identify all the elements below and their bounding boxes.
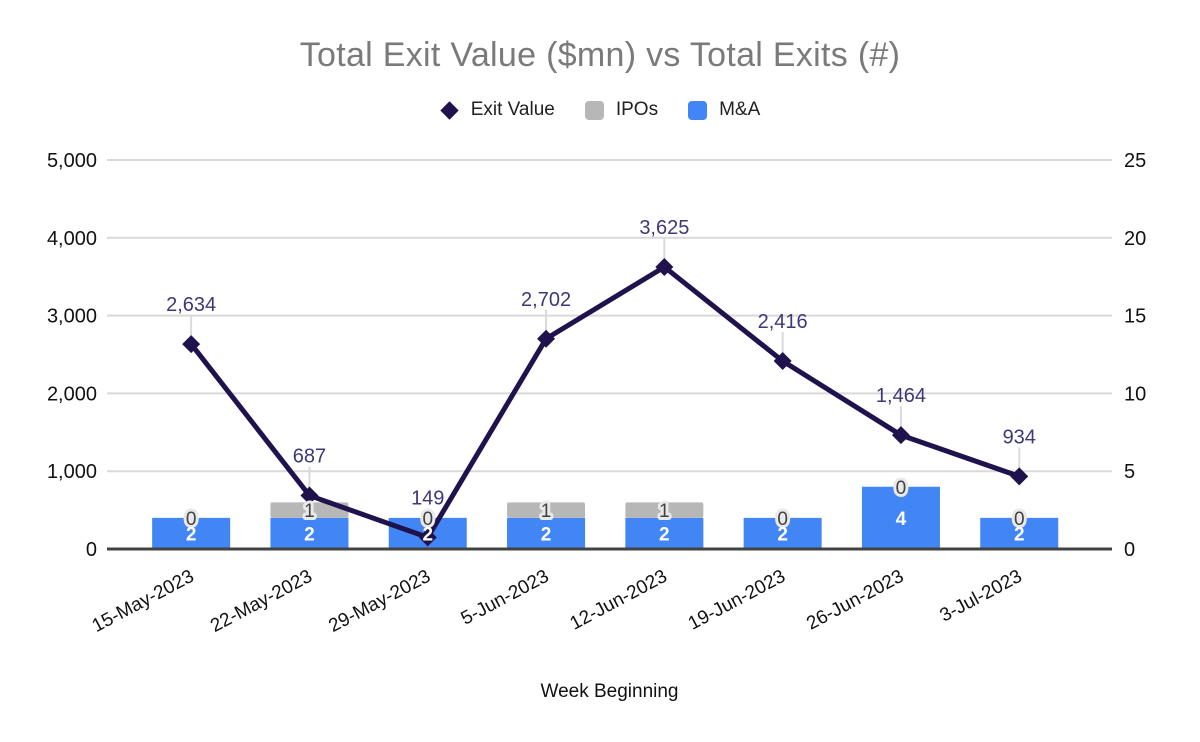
y-tick-label-right: 0: [1124, 539, 1135, 561]
y-tick-label-left: 5,000: [47, 150, 97, 172]
ipos-bar-label: 1: [541, 501, 552, 522]
exit-value-line: [189, 264, 1021, 540]
mna-bar-label: 2: [304, 524, 315, 545]
legend: Exit Value IPOs M&A: [0, 99, 1200, 121]
mna-bar-label: 2: [659, 524, 670, 545]
exit-value-data-label: 934: [1003, 426, 1036, 448]
y-tick-label-left: 0: [86, 539, 97, 561]
bar-mna-22-May-2023[interactable]: [270, 517, 349, 549]
y-tick-label-left: 1,000: [47, 461, 97, 483]
y-tick-label-right: 20: [1124, 228, 1146, 250]
legend-item-mna[interactable]: M&A: [688, 99, 760, 121]
y-tick-label-left: 2,000: [47, 383, 97, 405]
ipos-bar-label: 0: [896, 478, 907, 499]
x-tick-label: 3-Jul-2023: [936, 566, 1025, 627]
point-marker[interactable]: [773, 352, 792, 371]
bar-ipos-12-Jun-2023[interactable]: [625, 502, 704, 518]
x-axis-title: Week Beginning: [540, 681, 678, 702]
y-tick-label-right: 25: [1124, 150, 1146, 172]
exit-value-data-label: 3,625: [639, 217, 689, 239]
mna-bar-label: 2: [1014, 524, 1025, 545]
mna-bar-label: 2: [541, 524, 552, 545]
point-marker[interactable]: [182, 335, 201, 354]
x-tick-label: 22-May-2023: [207, 566, 316, 637]
mna-bar-label: 2: [186, 524, 197, 545]
y-tick-label-right: 15: [1124, 306, 1146, 328]
point-marker[interactable]: [537, 329, 556, 348]
exit-value-data-label: 687: [293, 446, 326, 468]
bar-ipos-5-Jun-2023[interactable]: [507, 502, 586, 518]
ipos-bar-label: 1: [659, 501, 670, 522]
bar-mna-19-Jun-2023[interactable]: [743, 517, 822, 549]
y-tick-label-left: 3,000: [47, 306, 97, 328]
ipos-bar-label: 0: [777, 509, 788, 530]
point-marker[interactable]: [1010, 467, 1029, 486]
legend-item-exit-value[interactable]: Exit Value: [440, 99, 555, 121]
x-tick-label: 5-Jun-2023: [458, 566, 553, 630]
y-tick-label-right: 10: [1124, 383, 1146, 405]
bar-mna-15-May-2023[interactable]: [152, 517, 231, 549]
bar-mna-12-Jun-2023[interactable]: [625, 517, 704, 549]
legend-label-exit-value: Exit Value: [470, 99, 555, 120]
bar-mna-26-Jun-2023[interactable]: [861, 486, 940, 549]
point-marker[interactable]: [891, 426, 910, 445]
legend-item-ipos[interactable]: IPOs: [584, 99, 659, 121]
exit-value-data-label: 2,702: [521, 289, 571, 311]
ipos-bar-label: 0: [1014, 509, 1025, 530]
bar-mna-5-Jun-2023[interactable]: [507, 517, 586, 549]
y-tick-label-right: 5: [1124, 461, 1135, 483]
legend-label-ipos: IPOs: [615, 99, 659, 120]
x-tick-label: 26-Jun-2023: [803, 566, 907, 635]
point-marker[interactable]: [655, 257, 674, 276]
bar-ipos-22-May-2023[interactable]: [270, 502, 349, 518]
exit-value-data-label: 149: [411, 487, 444, 509]
x-tick-label: 29-May-2023: [325, 566, 434, 637]
ipos-bar-label: 0: [186, 509, 197, 530]
ipos-bar-label: 0: [422, 509, 433, 530]
x-tick-label: 15-May-2023: [89, 566, 198, 637]
legend-label-mna: M&A: [719, 99, 761, 120]
point-marker[interactable]: [300, 486, 319, 505]
exit-value-data-label: 2,634: [166, 294, 216, 316]
point-marker[interactable]: [418, 528, 437, 547]
bar-mna-3-Jul-2023[interactable]: [980, 517, 1059, 549]
chart-title: Total Exit Value ($mn) vs Total Exits (#…: [299, 36, 901, 74]
ipos-bar-label: 1: [304, 501, 315, 522]
mna-bar-label: 4: [896, 509, 907, 530]
x-tick-label: 12-Jun-2023: [567, 566, 671, 635]
square-marker-icon: [584, 100, 604, 120]
mna-bar-label: 2: [777, 524, 788, 545]
x-tick-label: 19-Jun-2023: [685, 566, 789, 635]
mna-bar-label: 2: [422, 524, 433, 545]
exit-value-data-label: 1,464: [876, 385, 926, 407]
square-marker-icon: [688, 100, 708, 120]
y-tick-label-left: 4,000: [47, 228, 97, 250]
exit-value-data-label: 2,416: [758, 311, 808, 333]
